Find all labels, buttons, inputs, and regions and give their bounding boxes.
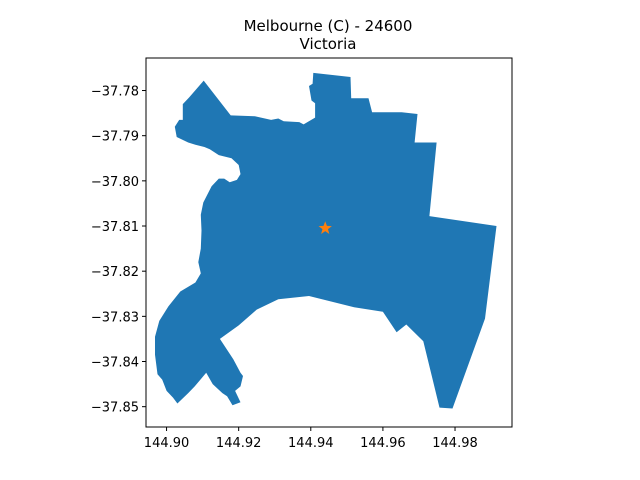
y-tick-label: −37.80 bbox=[91, 175, 139, 190]
x-tick-label: 144.96 bbox=[360, 436, 406, 451]
map-title-line-1: Melbourne (C) - 24600 bbox=[244, 17, 413, 35]
plot-area bbox=[155, 72, 497, 409]
axes-frame bbox=[145, 57, 513, 428]
y-tick-label: −37.81 bbox=[91, 220, 139, 235]
y-tick-label: −37.78 bbox=[91, 85, 139, 100]
x-tick-label: 144.92 bbox=[216, 436, 262, 451]
y-tick-label: −37.82 bbox=[91, 265, 139, 280]
y-axis: −37.78 −37.79 −37.80 −37.81 −37.82 −37.83 −37.… bbox=[91, 85, 146, 416]
y-tick-label: −37.84 bbox=[91, 356, 139, 371]
x-tick-label: 144.90 bbox=[144, 436, 190, 451]
map-title-line-2: Victoria bbox=[300, 35, 357, 53]
municipality-region bbox=[155, 72, 497, 409]
x-tick-label: 144.98 bbox=[432, 436, 478, 451]
y-tick-label: −37.83 bbox=[91, 310, 139, 325]
y-tick-label: −37.85 bbox=[91, 401, 139, 416]
x-tick-label: 144.94 bbox=[288, 436, 334, 451]
x-axis: 144.90 144.92 144.94 144.96 144.98 bbox=[144, 427, 478, 451]
centroid-star-marker bbox=[318, 221, 332, 234]
y-tick-label: −37.79 bbox=[91, 130, 139, 145]
